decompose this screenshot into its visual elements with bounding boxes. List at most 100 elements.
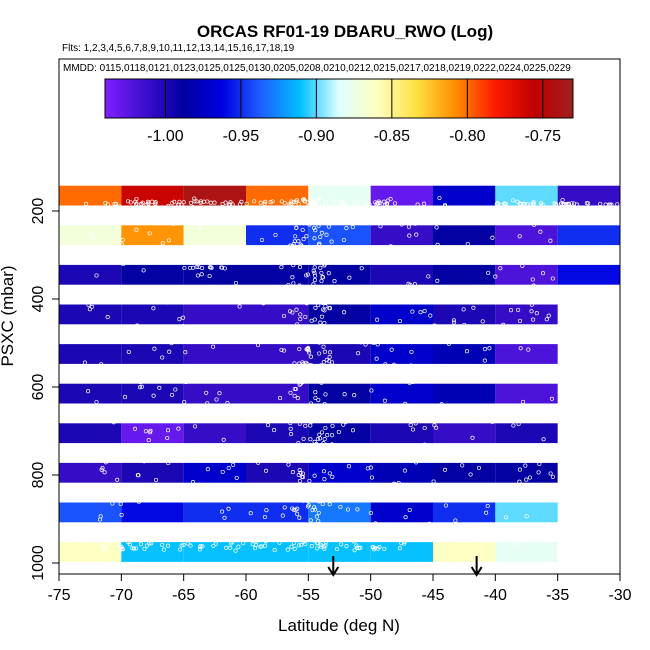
data-point xyxy=(300,294,305,299)
data-point xyxy=(382,199,387,204)
data-point xyxy=(318,522,323,527)
data-point xyxy=(367,202,372,207)
data-point xyxy=(315,546,320,551)
heatmap-cell xyxy=(183,502,246,523)
data-point xyxy=(322,349,327,354)
data-point xyxy=(297,346,302,352)
data-point xyxy=(475,497,480,502)
data-point xyxy=(316,518,321,524)
data-point xyxy=(382,546,387,551)
data-point xyxy=(169,287,174,292)
data-point xyxy=(330,337,336,342)
data-point xyxy=(127,542,132,547)
data-point xyxy=(546,313,551,318)
data-point xyxy=(263,468,269,473)
data-point xyxy=(480,524,485,529)
data-point xyxy=(533,295,538,300)
data-point xyxy=(541,257,546,262)
data-point xyxy=(220,469,225,474)
data-point xyxy=(279,347,284,352)
data-point xyxy=(487,346,492,351)
data-point xyxy=(231,525,236,530)
data-point xyxy=(515,199,520,204)
data-point xyxy=(90,304,95,309)
data-point xyxy=(296,202,301,207)
data-point xyxy=(272,428,277,433)
data-point xyxy=(318,265,323,270)
data-point xyxy=(371,545,376,550)
data-point xyxy=(160,542,165,548)
data-point xyxy=(531,214,536,219)
data-point xyxy=(334,336,339,341)
data-point xyxy=(301,498,306,503)
data-point xyxy=(279,265,284,270)
data-point xyxy=(320,307,325,312)
data-point xyxy=(329,367,334,372)
data-point xyxy=(148,428,153,433)
data-point xyxy=(312,236,317,241)
data-point xyxy=(527,475,533,480)
data-point xyxy=(308,354,314,359)
data-point xyxy=(292,324,297,329)
data-point xyxy=(318,234,323,239)
data-point xyxy=(316,242,321,247)
data-point xyxy=(286,202,291,207)
data-point xyxy=(312,439,317,444)
data-point xyxy=(442,203,448,209)
data-point xyxy=(329,329,334,334)
data-point xyxy=(103,460,108,465)
heatmap-cell xyxy=(246,383,309,404)
data-point xyxy=(295,511,300,516)
heatmap-cell xyxy=(308,502,371,523)
data-point xyxy=(368,510,373,516)
data-point xyxy=(132,426,138,431)
data-point xyxy=(292,249,297,254)
data-point xyxy=(375,342,380,347)
data-point xyxy=(322,483,327,488)
data-point xyxy=(241,376,246,381)
data-point xyxy=(538,229,543,234)
heatmap-cell xyxy=(370,304,433,325)
data-point xyxy=(289,432,294,437)
data-point xyxy=(464,349,470,354)
data-point xyxy=(228,541,234,546)
data-point xyxy=(352,393,357,398)
data-point xyxy=(310,373,315,378)
data-point xyxy=(518,202,523,207)
data-point xyxy=(464,214,469,219)
heatmap-cell xyxy=(59,185,122,206)
heatmap-cell xyxy=(246,502,309,523)
data-point xyxy=(389,347,394,352)
data-point xyxy=(263,199,268,204)
data-point xyxy=(322,477,327,482)
data-point xyxy=(495,368,500,373)
data-point xyxy=(295,396,300,401)
data-point xyxy=(132,376,137,381)
data-point xyxy=(311,268,316,273)
data-point xyxy=(213,541,218,546)
data-point xyxy=(548,238,553,243)
data-point xyxy=(83,376,88,381)
data-point xyxy=(213,410,218,415)
heatmap-cell xyxy=(121,383,184,404)
data-point xyxy=(293,234,298,239)
data-point xyxy=(237,304,242,309)
colorbar-tick-label: -0.80 xyxy=(449,128,486,145)
data-point xyxy=(299,297,305,302)
data-point xyxy=(119,512,124,517)
data-point xyxy=(342,202,347,207)
data-point xyxy=(122,324,127,330)
data-point xyxy=(236,544,241,549)
data-point xyxy=(292,546,297,551)
data-point xyxy=(315,415,320,420)
colorbar xyxy=(104,78,574,119)
data-point xyxy=(422,201,427,206)
data-point xyxy=(169,493,174,498)
data-point xyxy=(170,201,175,206)
data-point xyxy=(290,470,295,475)
data-point xyxy=(532,222,537,227)
data-point xyxy=(297,265,302,270)
data-point xyxy=(98,517,103,522)
data-point xyxy=(323,304,328,309)
data-point xyxy=(307,456,312,461)
